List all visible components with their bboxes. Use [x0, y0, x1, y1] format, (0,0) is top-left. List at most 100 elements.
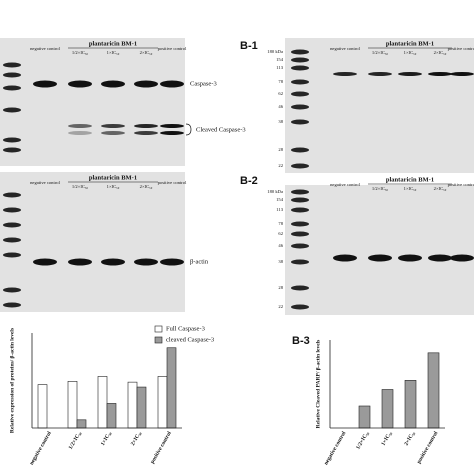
- blot-image: [0, 172, 185, 312]
- panel-label: B-1: [240, 40, 258, 52]
- blot-band: [68, 124, 92, 128]
- y-axis-label: Relative expression of proteins/ β-actin…: [9, 328, 15, 433]
- blot-band: [291, 79, 309, 85]
- header-dose: 1×IC₅₀: [404, 186, 417, 191]
- legend-swatch: [154, 325, 163, 333]
- bracket: [185, 123, 192, 136]
- panel-label: B-2: [240, 175, 258, 187]
- blot-band: [3, 107, 21, 113]
- bar: [404, 380, 417, 429]
- blot-band: [291, 163, 309, 169]
- header-dose: 2×IC₅₀: [140, 50, 153, 55]
- x-tick-label: 2×IC₅₀: [130, 430, 143, 447]
- marker-label: 154: [276, 57, 284, 62]
- blot-band: [160, 80, 184, 88]
- blot-band: [291, 147, 309, 153]
- y-axis-label: Relative Cleaved PARP/ β-actin levels: [315, 340, 321, 429]
- header-positive: positive control: [448, 46, 474, 51]
- bar: [97, 376, 108, 429]
- legend-label: cleaved Caspase-3: [166, 336, 214, 343]
- blot-band: [450, 72, 474, 76]
- blot-band: [3, 85, 21, 91]
- blot-band: [160, 131, 184, 135]
- blot-band: [68, 258, 92, 266]
- header-dose: 1/2×IC₅₀: [72, 50, 89, 55]
- blot-band: [333, 254, 357, 262]
- blot-band: [3, 62, 21, 68]
- blot-band: [291, 65, 309, 71]
- blot-band: [101, 80, 125, 88]
- header-negative: negative control: [330, 46, 360, 51]
- header-dose: 1×IC₅₀: [107, 50, 120, 55]
- bar: [106, 403, 117, 429]
- bar: [166, 347, 177, 429]
- blot-band: [291, 304, 309, 310]
- blot-band: [333, 72, 357, 76]
- x-tick-label: 1×IC₅₀: [380, 430, 393, 447]
- blot-band: [291, 189, 309, 195]
- header-dose: 1×IC₅₀: [107, 184, 120, 189]
- marker-label: 62: [278, 231, 283, 236]
- header-dose: 2×IC₅₀: [140, 184, 153, 189]
- marker-label: 113: [276, 65, 283, 70]
- blot-band: [291, 197, 309, 203]
- marker-label: 38: [278, 259, 283, 264]
- blot-band: [68, 131, 92, 135]
- x-tick-label: 1×IC₅₀: [100, 430, 113, 447]
- header-dose: 2×IC₅₀: [434, 50, 447, 55]
- blot-band: [291, 104, 309, 110]
- blot-band: [134, 258, 158, 266]
- marker-label: 180 kDa: [267, 49, 283, 54]
- blot-band: [3, 252, 21, 258]
- blot-band: [428, 72, 452, 76]
- band-label: β-: [466, 254, 471, 261]
- header-group: plantaricin BM-1: [386, 40, 434, 47]
- bar: [136, 386, 147, 429]
- marker-label: 113: [276, 207, 283, 212]
- blot-band: [101, 258, 125, 266]
- blot-band: [450, 254, 474, 262]
- header-dose: 1/2×IC₅₀: [372, 186, 389, 191]
- bar: [157, 376, 168, 429]
- marker-label: 78: [278, 79, 283, 84]
- blot-band: [291, 91, 309, 97]
- blot-band: [291, 49, 309, 55]
- blot-band: [3, 137, 21, 143]
- x-tick-label: positive control: [416, 430, 439, 465]
- blot-band: [291, 221, 309, 227]
- header-negative: negative control: [30, 180, 60, 185]
- marker-label: 28: [278, 147, 283, 152]
- blot-band: [291, 119, 309, 125]
- header-positive: positive control: [448, 182, 474, 187]
- bar: [381, 389, 394, 429]
- marker-label: 38: [278, 119, 283, 124]
- header-group: plantaricin BM-1: [386, 176, 434, 183]
- blot-band: [291, 259, 309, 265]
- bar: [37, 384, 48, 429]
- blot-image: [285, 185, 474, 315]
- x-tick-label: negative control: [29, 430, 53, 466]
- header-negative: negative control: [330, 182, 360, 187]
- blot-band: [3, 237, 21, 243]
- header-group: plantaricin BM-1: [89, 40, 137, 47]
- marker-label: 22: [278, 304, 283, 309]
- marker-label: 22: [278, 163, 283, 168]
- x-tick-label: 1/2×IC₅₀: [68, 430, 83, 450]
- blot-band: [160, 124, 184, 128]
- bar: [358, 405, 371, 429]
- bar: [76, 419, 87, 429]
- blot-image: [0, 38, 185, 166]
- header-dose: 1/2×IC₅₀: [72, 184, 89, 189]
- legend-label: Full Caspase-3: [166, 325, 205, 332]
- blot-band: [3, 302, 21, 308]
- band-label: β-actin: [190, 258, 209, 265]
- marker-label: 154: [276, 197, 284, 202]
- bar: [427, 352, 440, 429]
- marker-label: 62: [278, 91, 283, 96]
- blot-band: [3, 72, 21, 78]
- blot-band: [3, 192, 21, 198]
- header-negative: negative control: [30, 46, 60, 51]
- header-dose: 1/2×IC₅₀: [372, 50, 389, 55]
- panel-label: B-3: [292, 335, 310, 347]
- header-dose: 2×IC₅₀: [434, 186, 447, 191]
